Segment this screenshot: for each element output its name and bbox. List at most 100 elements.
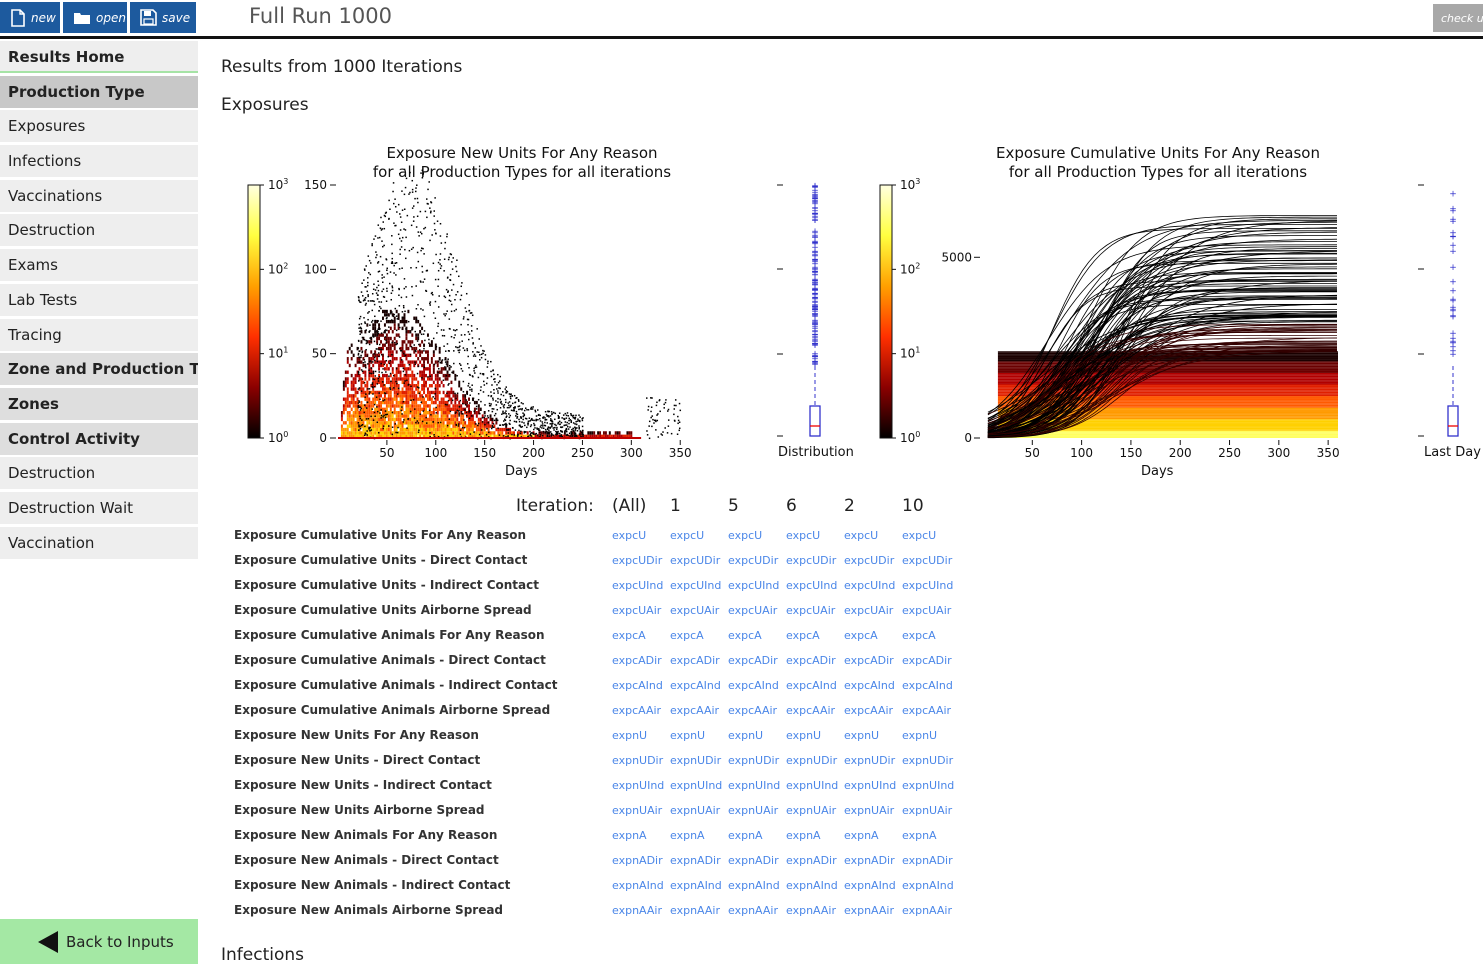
result-link[interactable]: expnUDir [670,754,722,767]
result-link[interactable]: expnADir [728,854,779,867]
result-link[interactable]: expcU [728,529,763,542]
result-link[interactable]: expcAInd [670,679,721,692]
result-link[interactable]: expnU [612,729,648,742]
sidebar-item-zone-and-production-type[interactable]: Zone and Production Type [0,353,198,386]
sidebar-item-tracing[interactable]: Tracing [0,318,198,351]
result-link[interactable]: expcUInd [902,579,954,592]
back-to-inputs-button[interactable]: Back to Inputs [0,919,198,964]
result-link[interactable]: expnAAir [728,904,778,917]
result-link[interactable]: expcAInd [844,679,895,692]
result-link[interactable]: expcUInd [728,579,780,592]
iteration-column-header[interactable]: 2 [844,496,855,516]
result-link[interactable]: expcAAir [612,704,662,717]
result-link[interactable]: expnAInd [844,879,896,892]
result-link[interactable]: expnADir [902,854,953,867]
result-link[interactable]: expnUDir [844,754,896,767]
result-link[interactable]: expcUAir [728,604,778,617]
result-link[interactable]: expnADir [844,854,895,867]
sidebar-item-results-home[interactable]: Results Home [0,41,198,73]
result-link[interactable]: expnUDir [902,754,954,767]
result-link[interactable]: expnU [786,729,822,742]
iteration-column-header[interactable]: 10 [902,496,924,516]
result-link[interactable]: expnUAir [670,804,721,817]
result-link[interactable]: expcAAir [902,704,952,717]
open-button[interactable]: open [63,2,127,33]
result-link[interactable]: expnAInd [902,879,954,892]
result-link[interactable]: expcADir [670,654,720,667]
sidebar-item-destruction[interactable]: Destruction [0,457,198,490]
check-updates-button[interactable]: check up [1433,4,1483,32]
result-link[interactable]: expcUInd [786,579,838,592]
result-link[interactable]: expnUAir [844,804,895,817]
sidebar-item-lab-tests[interactable]: Lab Tests [0,283,198,316]
result-link[interactable]: expcA [728,629,762,642]
result-link[interactable]: expcAAir [786,704,836,717]
result-link[interactable]: expnAAir [670,904,720,917]
result-link[interactable]: expnUAir [728,804,779,817]
iteration-column-header[interactable]: (All) [612,496,647,516]
result-link[interactable]: expnUDir [728,754,780,767]
sidebar-item-vaccinations[interactable]: Vaccinations [0,179,198,212]
result-link[interactable]: expnA [670,829,705,842]
iteration-column-header[interactable]: 6 [786,496,797,516]
save-button[interactable]: save [130,2,196,33]
result-link[interactable]: expnUAir [902,804,953,817]
sidebar-item-control-activity[interactable]: Control Activity [0,422,198,455]
result-link[interactable]: expnU [728,729,764,742]
result-link[interactable]: expnAInd [728,879,780,892]
result-link[interactable]: expnAInd [612,879,664,892]
iteration-column-header[interactable]: 5 [728,496,739,516]
sidebar-item-production-type[interactable]: Production Type [0,75,198,108]
result-link[interactable]: expnAInd [670,879,722,892]
result-link[interactable]: expcA [786,629,820,642]
result-link[interactable]: expnU [670,729,706,742]
result-link[interactable]: expcA [844,629,878,642]
result-link[interactable]: expcADir [728,654,778,667]
result-link[interactable]: expcUInd [844,579,896,592]
result-link[interactable]: expcUDir [902,554,953,567]
result-link[interactable]: expcUDir [670,554,721,567]
result-link[interactable]: expcAAir [728,704,778,717]
result-link[interactable]: expcUInd [670,579,722,592]
result-link[interactable]: expnADir [612,854,663,867]
result-link[interactable]: expnAInd [786,879,838,892]
result-link[interactable]: expcUDir [728,554,779,567]
result-link[interactable]: expnUInd [612,779,665,792]
result-link[interactable]: expnA [612,829,647,842]
result-link[interactable]: expnUAir [612,804,663,817]
result-link[interactable]: expcUAir [844,604,894,617]
sidebar-item-zones[interactable]: Zones [0,387,198,420]
result-link[interactable]: expcUAir [612,604,662,617]
result-link[interactable]: expnADir [670,854,721,867]
result-link[interactable]: expcUDir [844,554,895,567]
result-link[interactable]: expnUAir [786,804,837,817]
result-link[interactable]: expcADir [786,654,836,667]
result-link[interactable]: expcA [670,629,704,642]
result-link[interactable]: expnA [786,829,821,842]
result-link[interactable]: expcADir [902,654,952,667]
result-link[interactable]: expcUAir [670,604,720,617]
result-link[interactable]: expnUDir [612,754,664,767]
result-link[interactable]: expcA [612,629,646,642]
result-link[interactable]: expcADir [612,654,662,667]
sidebar-item-destruction[interactable]: Destruction [0,214,198,247]
result-link[interactable]: expnADir [786,854,837,867]
sidebar-item-destruction-wait[interactable]: Destruction Wait [0,491,198,524]
sidebar-item-exams[interactable]: Exams [0,249,198,282]
result-link[interactable]: expnA [728,829,763,842]
result-link[interactable]: expnUInd [902,779,955,792]
sidebar-item-vaccination[interactable]: Vaccination [0,526,198,559]
result-link[interactable]: expcUDir [612,554,663,567]
result-link[interactable]: expcAAir [670,704,720,717]
iteration-column-header[interactable]: 1 [670,496,681,516]
result-link[interactable]: expnAAir [902,904,952,917]
sidebar-item-infections[interactable]: Infections [0,145,198,178]
result-link[interactable]: expnUInd [670,779,723,792]
result-link[interactable]: expcAInd [902,679,953,692]
result-link[interactable]: expnUInd [844,779,897,792]
result-link[interactable]: expnAAir [844,904,894,917]
new-button[interactable]: new [0,2,60,33]
result-link[interactable]: expcU [902,529,937,542]
result-link[interactable]: expcAInd [786,679,837,692]
result-link[interactable]: expnU [844,729,880,742]
